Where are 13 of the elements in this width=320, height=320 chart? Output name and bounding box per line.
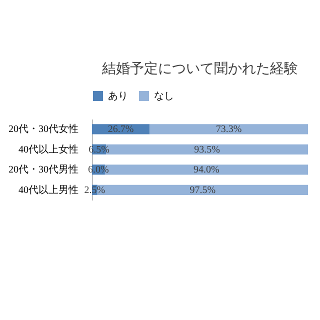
chart-title: 結婚予定について聞かれた経験 <box>101 61 298 77</box>
legend-label: あり <box>108 91 128 102</box>
y-tick-label: 20代・30代男性 <box>8 164 78 176</box>
data-label: 26.7% <box>108 124 134 136</box>
data-label: 93.5% <box>194 144 220 156</box>
data-label: 94.0% <box>194 164 220 176</box>
y-tick-label: 40代以上女性 <box>18 143 78 156</box>
y-tick-label: 20代・30代女性 <box>8 123 78 136</box>
data-label: 73.3% <box>216 124 242 136</box>
y-tick-label: 40代以上男性 <box>18 184 78 196</box>
legend-label: なし <box>154 91 174 102</box>
data-label: 97.5% <box>190 184 216 196</box>
bar <box>150 124 308 134</box>
